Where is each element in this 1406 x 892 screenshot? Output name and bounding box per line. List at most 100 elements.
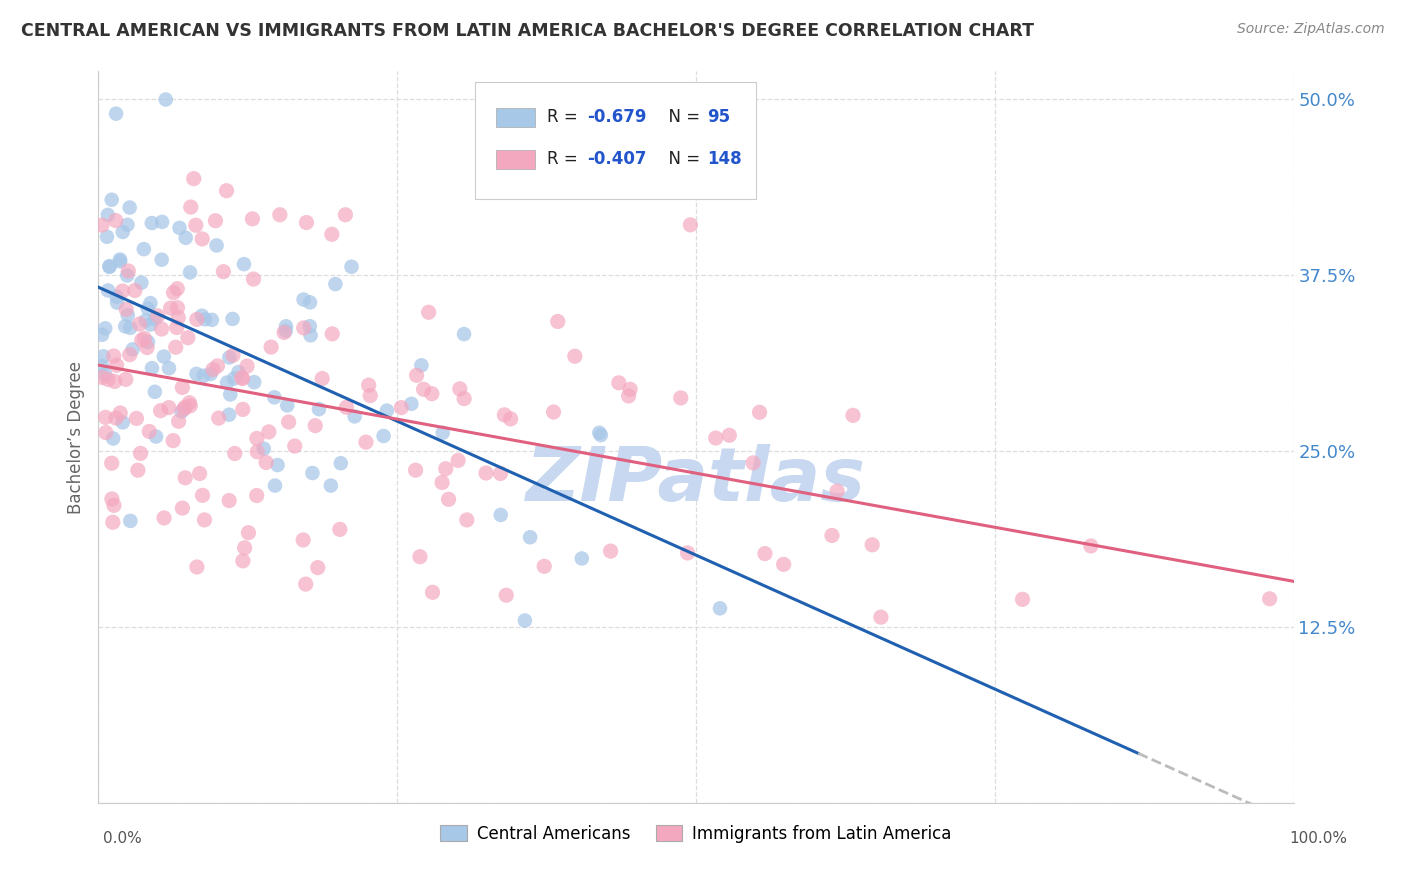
Point [669, 391, 692, 405]
Point [166, 301, 188, 315]
Point [489, 467, 512, 481]
Point [418, 305, 440, 319]
Text: -0.679: -0.679 [586, 109, 647, 127]
Point [405, 463, 427, 477]
Point [219, 387, 242, 401]
Point [91, 327, 114, 342]
Point [94, 367, 117, 381]
Text: ZIPatlas: ZIPatlas [526, 444, 866, 517]
Point [97, 208, 120, 222]
Point [607, 376, 630, 390]
Text: CENTRAL AMERICAN VS IMMIGRANTS FROM LATIN AMERICA BACHELOR'S DEGREE CORRELATION : CENTRAL AMERICAN VS IMMIGRANTS FROM LATI… [21, 22, 1033, 40]
Point [139, 296, 162, 310]
Point [143, 311, 166, 326]
Point [253, 442, 276, 456]
Point [101, 432, 124, 446]
Point [115, 268, 138, 283]
Text: 100.0%: 100.0% [1289, 831, 1347, 846]
Point [495, 588, 517, 602]
Point [174, 471, 197, 485]
Point [157, 401, 180, 415]
Point [191, 309, 214, 323]
Point [273, 326, 295, 340]
Point [277, 415, 299, 429]
Point [207, 359, 229, 373]
Point [422, 585, 444, 599]
Point [201, 313, 224, 327]
Point [105, 106, 128, 120]
Point [294, 577, 316, 591]
Point [193, 368, 215, 383]
Text: 95: 95 [707, 109, 731, 127]
Point [98, 259, 121, 273]
Point [191, 488, 214, 502]
Point [242, 211, 264, 226]
Point [246, 444, 269, 458]
Point [449, 382, 471, 396]
Point [292, 321, 315, 335]
Point [108, 252, 131, 267]
Text: 0.0%: 0.0% [103, 831, 142, 846]
Point [104, 375, 127, 389]
Y-axis label: Bachelor’s Degree: Bachelor’s Degree [67, 360, 86, 514]
Point [208, 411, 231, 425]
Point [453, 392, 475, 406]
Point [335, 401, 357, 415]
Point [1258, 591, 1281, 606]
Point [298, 319, 321, 334]
Point [233, 257, 256, 271]
Point [571, 551, 593, 566]
Point [136, 301, 159, 316]
Point [228, 365, 250, 379]
Point [97, 284, 120, 298]
Point [180, 200, 202, 214]
Point [236, 359, 259, 373]
Point [153, 350, 176, 364]
Point [274, 324, 297, 338]
Point [430, 475, 453, 490]
Point [343, 409, 366, 424]
Point [101, 515, 124, 529]
Point [94, 321, 117, 335]
Point [257, 425, 280, 439]
Point [159, 301, 181, 315]
Point [162, 434, 184, 448]
Point [136, 334, 159, 349]
Point [269, 208, 291, 222]
Point [231, 370, 253, 384]
Point [321, 326, 343, 341]
Point [842, 409, 865, 423]
Point [173, 402, 195, 417]
Point [138, 425, 160, 439]
Point [266, 458, 288, 472]
Point [292, 533, 315, 547]
Point [405, 368, 427, 383]
Point [475, 466, 498, 480]
Point [100, 456, 122, 470]
Point [128, 317, 150, 331]
Point [218, 351, 240, 365]
Point [104, 213, 127, 227]
Point [186, 312, 208, 326]
Point [718, 428, 741, 442]
Point [120, 514, 142, 528]
Point [169, 220, 191, 235]
Point [222, 348, 245, 362]
Point [145, 429, 167, 443]
Point [135, 313, 157, 327]
Point [105, 411, 128, 425]
Point [304, 418, 326, 433]
Point [742, 456, 765, 470]
Point [321, 227, 343, 242]
Point [100, 193, 122, 207]
Point [246, 489, 269, 503]
Point [131, 333, 153, 347]
Point [319, 478, 342, 492]
Point [825, 484, 848, 499]
Point [307, 560, 329, 574]
Point [125, 411, 148, 425]
Point [821, 528, 844, 542]
Point [184, 218, 207, 232]
Point [186, 560, 208, 574]
Point [246, 432, 269, 446]
